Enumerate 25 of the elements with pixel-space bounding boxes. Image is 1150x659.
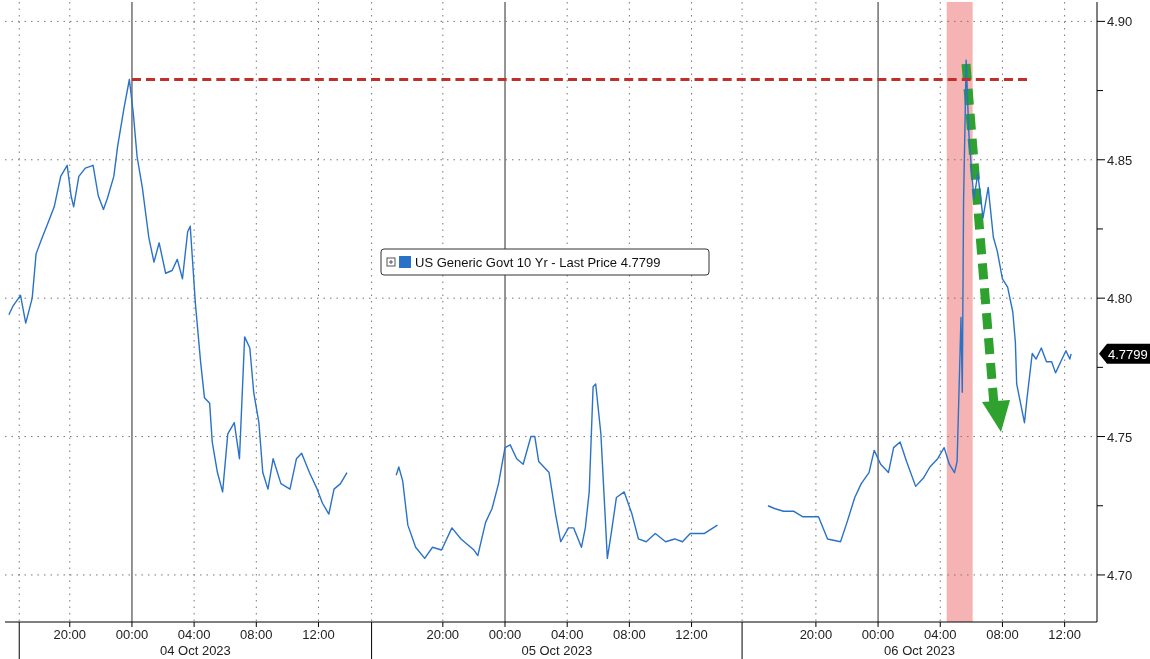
y-tick-label: 4.85 (1107, 152, 1133, 168)
text: 4.7799 (1108, 346, 1148, 362)
x-tick-label: 20:00 (53, 627, 87, 642)
x-tick-label: 08:00 (613, 627, 646, 642)
y-tick-label: 4.70 (1107, 567, 1133, 583)
y-tick-label: 4.75 (1107, 429, 1133, 445)
x-tick-label: 00:00 (861, 627, 895, 642)
x-tick-label: 04:00 (550, 627, 584, 642)
x-tick-label: 08:00 (986, 627, 1019, 642)
x-tick-label: 12:00 (302, 627, 335, 642)
x-tick-label: 04:00 (923, 627, 957, 642)
x-tick-label: 00:00 (115, 627, 149, 642)
legend-label: US Generic Govt 10 Yr - Last Price 4.7799 (415, 255, 661, 270)
y-tick-label: 4.80 (1107, 291, 1133, 307)
x-tick-label: 12:00 (1048, 627, 1081, 642)
x-tick-label: 04:00 (177, 627, 211, 642)
x-tick-label: 00:00 (488, 627, 522, 642)
y-tick-label: 4.90 (1107, 14, 1133, 30)
text: 04 Oct 2023 (160, 643, 231, 658)
text: 06 Oct 2023 (884, 643, 955, 658)
x-tick-label: 20:00 (799, 627, 833, 642)
x-tick-label: 20:00 (426, 627, 460, 642)
x-tick-label: 08:00 (240, 627, 273, 642)
text: 05 Oct 2023 (521, 643, 593, 658)
x-tick-label: 12:00 (675, 627, 708, 642)
